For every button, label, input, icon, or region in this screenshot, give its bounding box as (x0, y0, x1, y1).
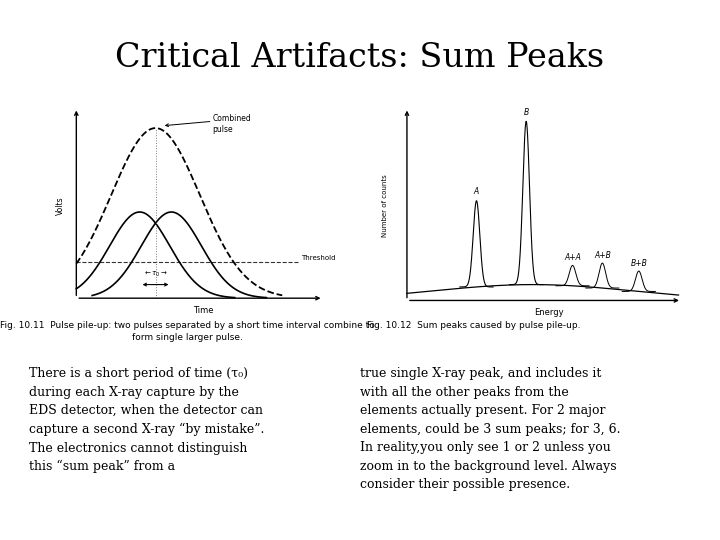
Text: Threshold: Threshold (301, 255, 336, 261)
Text: B: B (523, 108, 528, 117)
Text: B+B: B+B (630, 259, 647, 268)
Text: A: A (474, 187, 479, 196)
Text: There is a short period of time (τ₀)
during each X-ray capture by the
EDS detect: There is a short period of time (τ₀) dur… (29, 367, 264, 474)
Text: Fig. 10.12  Sum peaks caused by pulse pile-up.: Fig. 10.12 Sum peaks caused by pulse pil… (367, 321, 581, 330)
Text: $\leftarrow\tau_0\rightarrow$: $\leftarrow\tau_0\rightarrow$ (143, 269, 168, 279)
Text: Time: Time (193, 306, 213, 315)
Text: true single X-ray peak, and includes it
with all the other peaks from the
elemen: true single X-ray peak, and includes it … (360, 367, 621, 491)
Text: A+B: A+B (594, 251, 611, 260)
Text: A+A: A+A (564, 253, 581, 262)
Text: Fig. 10.11  Pulse pile-up: two pulses separated by a short time interval combine: Fig. 10.11 Pulse pile-up: two pulses sep… (0, 321, 374, 342)
Text: Energy: Energy (534, 308, 564, 318)
Text: UW- Madison Geology  777: UW- Madison Geology 777 (12, 7, 174, 17)
Text: Combined
pulse: Combined pulse (212, 114, 251, 134)
Text: Critical Artifacts: Sum Peaks: Critical Artifacts: Sum Peaks (115, 43, 605, 75)
Text: Volts: Volts (56, 196, 65, 214)
Text: Number of counts: Number of counts (382, 174, 388, 237)
